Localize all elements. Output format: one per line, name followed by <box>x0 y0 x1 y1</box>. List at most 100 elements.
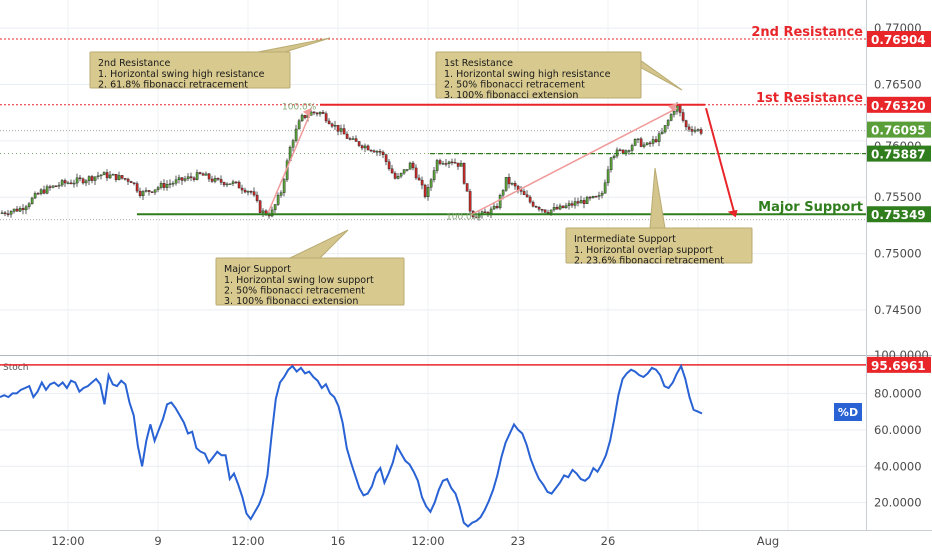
candle-body <box>507 177 511 185</box>
candle-body <box>183 178 187 181</box>
candle-body <box>375 151 379 153</box>
candle-body <box>645 142 649 146</box>
time-tick-label: 16 <box>331 534 346 548</box>
candle-body <box>618 149 622 152</box>
candle-body <box>660 131 664 135</box>
candle-body <box>594 195 598 198</box>
candle-body <box>54 185 58 188</box>
candle-body <box>18 208 22 212</box>
candle-body <box>297 120 301 130</box>
candle-body <box>684 120 688 128</box>
candle-body <box>498 195 502 209</box>
candle-body <box>513 183 517 187</box>
candle-body <box>585 196 589 204</box>
candle-body <box>78 177 82 180</box>
candle-body <box>48 186 52 188</box>
candle-body <box>465 183 469 192</box>
candle-body <box>60 180 64 186</box>
candle-body <box>171 182 175 185</box>
candle-body <box>270 209 274 217</box>
candle-body <box>666 120 670 126</box>
callout-line: 1. Horizontal overlap support <box>574 245 713 256</box>
candle-body <box>612 155 616 158</box>
candle-body <box>615 149 619 157</box>
time-tick-label: 12:00 <box>51 534 84 548</box>
callout-line: 2. 23.6% fibonacci retracement <box>574 256 724 267</box>
candle-body <box>159 183 163 188</box>
stoch-panel-label: Stoch <box>3 363 28 373</box>
callout-line: 1. Horizontal swing low support <box>224 275 374 286</box>
candle-body <box>642 144 646 147</box>
candle-body <box>504 177 508 191</box>
candle-body <box>444 163 448 165</box>
candle-body <box>87 176 91 182</box>
candle-body <box>27 203 31 208</box>
candle-body <box>147 190 151 192</box>
candle-body <box>63 180 67 184</box>
candle-body <box>168 183 172 185</box>
candle-body <box>534 206 538 208</box>
candle-body <box>165 184 169 188</box>
candle-body <box>630 145 634 151</box>
price-tag-2nd-resistance-bg <box>867 30 931 47</box>
candle-body <box>639 138 643 147</box>
candle-body <box>597 195 601 197</box>
candle-body <box>369 149 373 152</box>
stoch-tick-label: 20.0000 <box>874 496 922 510</box>
stoch-tick-label: 60.0000 <box>874 423 922 437</box>
candle-body <box>198 172 202 174</box>
candle-body <box>609 157 613 170</box>
candle-body <box>393 172 397 179</box>
candle-body <box>153 189 157 193</box>
candle-body <box>411 162 415 169</box>
candle-body <box>90 176 94 181</box>
candle-body <box>567 203 571 206</box>
candle-body <box>360 145 364 149</box>
candle-body <box>273 204 277 211</box>
candle-body <box>300 114 304 122</box>
candle-body <box>30 197 34 205</box>
candle-body <box>216 178 220 180</box>
candle-body <box>372 150 376 153</box>
candle-body <box>693 129 697 132</box>
candle-body <box>591 195 595 198</box>
candle-body <box>126 178 130 182</box>
candle-body <box>6 213 10 216</box>
candle-body <box>663 125 667 133</box>
candle-body <box>531 201 535 207</box>
fib-arrowhead <box>668 102 678 111</box>
candle-body <box>45 186 49 194</box>
forecast-arrow <box>705 107 735 213</box>
candle-body <box>462 162 466 184</box>
stoch-level-tag-bg <box>867 356 931 373</box>
candle-body <box>579 200 583 204</box>
candle-body <box>246 191 250 193</box>
candle-body <box>258 200 262 213</box>
candle-body <box>402 169 406 174</box>
candle-body <box>456 162 460 167</box>
candle-body <box>231 181 235 184</box>
candle-body <box>291 140 295 148</box>
callout-line: 3. 100% fibonacci extension <box>444 90 578 101</box>
candle-body <box>237 181 241 189</box>
candles <box>0 102 703 221</box>
candle-body <box>600 192 604 196</box>
callout-box <box>565 227 753 264</box>
candle-body <box>441 163 445 165</box>
candle-body <box>672 111 676 115</box>
candle-body <box>495 206 499 209</box>
candle-body <box>123 178 127 180</box>
candle-body <box>429 179 433 188</box>
candle-body <box>234 181 238 184</box>
candle-body <box>9 211 13 215</box>
candle-body <box>687 126 691 130</box>
callout-line: 2. 50% fibonacci retracement <box>444 80 585 91</box>
candle-body <box>177 177 181 180</box>
candle-body <box>303 114 307 119</box>
callout-title: Intermediate Support <box>574 234 676 245</box>
callout-line: 3. 100% fibonacci extension <box>224 296 358 307</box>
candle-body <box>357 141 361 146</box>
candle-body <box>408 162 412 170</box>
